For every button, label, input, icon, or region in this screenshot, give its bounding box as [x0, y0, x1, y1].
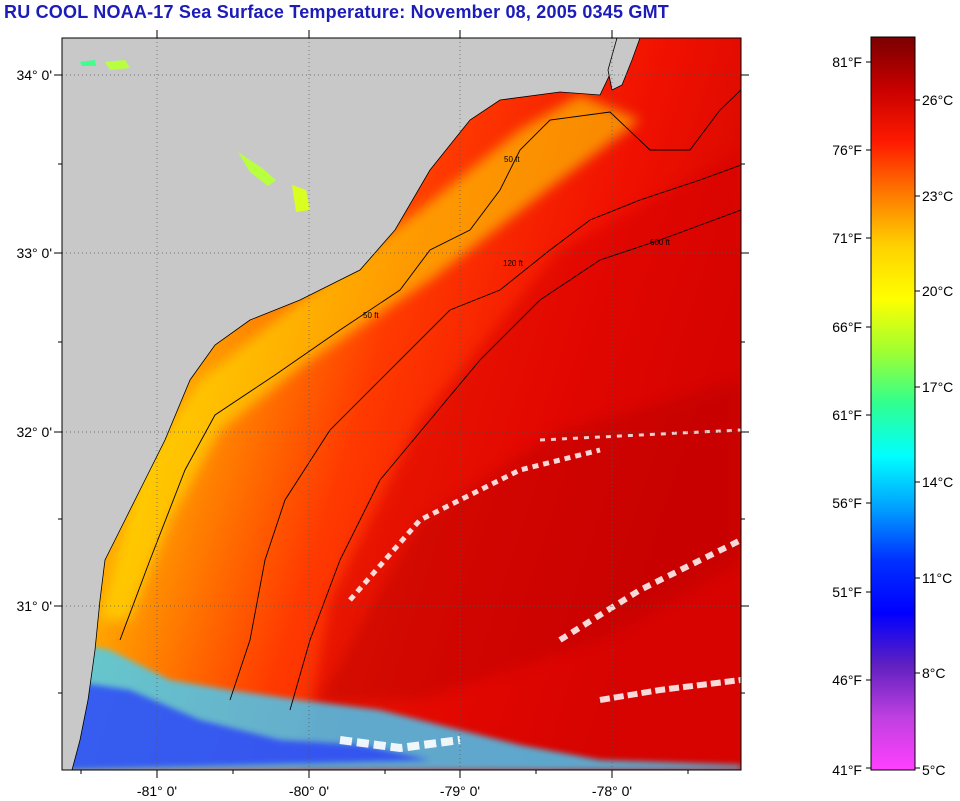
map-frame — [61, 37, 742, 771]
latitude-label: 31° 0' — [16, 598, 52, 614]
land-mass — [62, 38, 618, 770]
isobath-label: 50 ft — [504, 155, 520, 164]
isobath-label: 600 ft — [650, 238, 671, 247]
isobath-600ft — [289, 209, 741, 711]
isobath-label: 120 ft — [503, 259, 524, 268]
inland-water-patch — [238, 152, 276, 186]
longitude-label: -78° 0' — [592, 783, 632, 799]
cold-water-core — [62, 680, 430, 770]
longitude-label: -79° 0' — [440, 783, 480, 799]
page-title: RU COOL NOAA-17 Sea Surface Temperature:… — [4, 2, 669, 22]
longitude-label: -80° 0' — [289, 783, 329, 799]
land-mass-outer-banks — [607, 38, 641, 91]
inland-water-patch — [105, 60, 130, 70]
latitude-label: 33° 0' — [16, 245, 52, 261]
cloud-streak — [599, 677, 741, 703]
isobath-label: 50 ft — [363, 311, 379, 320]
cloud-streak — [558, 537, 741, 643]
axis-ticks — [54, 30, 749, 778]
cloud-streak — [339, 736, 461, 753]
inland-water-patch — [292, 185, 310, 212]
nearshore-cool-band — [100, 95, 640, 620]
isobath-50ft — [119, 89, 741, 641]
latitude-label: 34° 0' — [16, 67, 52, 83]
isobath-120ft — [229, 164, 741, 701]
longitude-label: -81° 0' — [137, 783, 177, 799]
cloud-streak — [539, 428, 741, 442]
inland-water-patch — [80, 60, 96, 66]
latitude-label: 32° 0' — [16, 424, 52, 440]
gulf-stream-core — [320, 380, 741, 700]
